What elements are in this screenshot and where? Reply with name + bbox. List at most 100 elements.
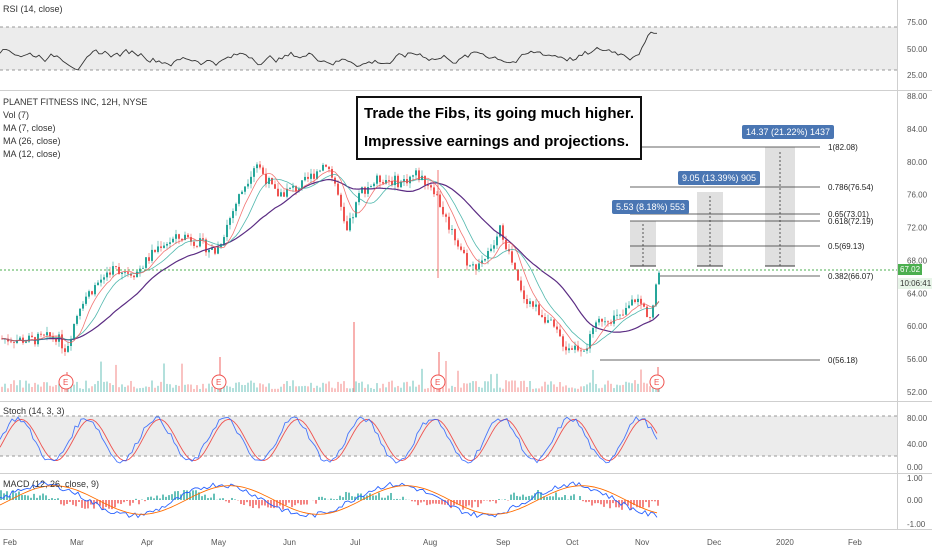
- macd-bar: [186, 490, 188, 500]
- macd-bar: [75, 500, 77, 507]
- volume-bar: [154, 387, 156, 392]
- annotation-callout[interactable]: Trade the Fibs, its going much higher. I…: [356, 96, 643, 160]
- candle-body: [523, 290, 525, 300]
- volume-bar: [184, 384, 186, 392]
- macd-bar: [411, 500, 413, 502]
- measure-label-2[interactable]: 9.05 (13.39%) 905: [678, 171, 761, 185]
- volume-bar: [433, 386, 435, 392]
- candle-body: [100, 279, 102, 283]
- time-tick: Jun: [283, 538, 296, 547]
- volume-bar: [415, 386, 417, 392]
- macd-tick-0: 0.00: [907, 496, 923, 505]
- candle-body: [211, 247, 213, 250]
- volume-bar: [313, 387, 315, 392]
- volume-bar: [541, 386, 543, 392]
- candle-body: [511, 251, 513, 263]
- volume-bar: [646, 383, 648, 392]
- candle-body: [148, 257, 150, 261]
- volume-bar: [556, 386, 558, 392]
- candle-body: [16, 340, 18, 343]
- fib-label: 0(56.18): [828, 356, 858, 365]
- candle-body: [385, 180, 387, 184]
- macd-bar: [510, 494, 512, 500]
- volume-bar: [130, 380, 132, 392]
- macd-bar: [525, 496, 527, 500]
- volume-bar: [625, 381, 627, 392]
- candle-body: [340, 194, 342, 207]
- macd-bar: [651, 500, 653, 502]
- candle-body: [79, 308, 81, 316]
- volume-bar: [76, 381, 78, 392]
- macd-bar: [390, 492, 392, 500]
- volume-bar: [580, 386, 582, 392]
- volume-bar: [643, 382, 645, 392]
- volume-bar: [424, 388, 426, 392]
- rsi-tick-25: 25.00: [907, 71, 928, 80]
- macd-bar: [132, 500, 134, 503]
- earnings-marker-circle: [430, 374, 446, 390]
- candle-body: [118, 266, 120, 274]
- candle-body: [226, 224, 228, 238]
- macd-bar: [627, 500, 629, 506]
- macd-bar: [600, 500, 602, 505]
- volume-bar: [316, 385, 318, 392]
- volume-bar: [67, 388, 69, 392]
- macd-bar: [468, 500, 470, 506]
- volume-bar: [58, 383, 60, 392]
- candle-body: [625, 307, 627, 315]
- volume-bar: [13, 380, 15, 392]
- candle-body: [244, 186, 246, 192]
- candle-body: [166, 243, 168, 246]
- volume-bar: [346, 388, 348, 392]
- volume-bar: [103, 381, 105, 392]
- macd-bar: [222, 498, 224, 500]
- volume-bar: [400, 387, 402, 392]
- earnings-marker-label: E: [654, 378, 659, 387]
- volume-bar: [157, 385, 159, 392]
- volume-bar: [526, 387, 528, 392]
- volume-bar: [379, 388, 381, 392]
- macd-bar: [609, 500, 611, 509]
- volume-bar: [649, 386, 651, 392]
- fib-label: 0.65(73.01): [828, 210, 869, 219]
- stoch-tick-40: 40.00: [907, 440, 928, 449]
- macd-bar: [198, 492, 200, 500]
- rsi-label: RSI (14, close): [3, 4, 63, 14]
- candle-body: [589, 334, 591, 349]
- price-tick: 76.00: [907, 191, 928, 200]
- macd-bar: [36, 497, 38, 500]
- macd-bar: [42, 493, 44, 500]
- macd-bar: [447, 500, 449, 505]
- volume-bar: [262, 384, 264, 392]
- volume-bar: [523, 380, 525, 392]
- macd-bar: [594, 500, 596, 504]
- candle-body: [637, 298, 639, 303]
- macd-tick-1: 1.00: [907, 474, 923, 483]
- volume-bar: [637, 383, 639, 392]
- macd-bar: [480, 500, 482, 504]
- price-tick: 80.00: [907, 158, 928, 167]
- callout-line-2: Impressive earnings and projections.: [364, 133, 630, 150]
- candle-body: [571, 348, 573, 350]
- candle-body: [451, 229, 453, 230]
- macd-bar: [306, 500, 308, 505]
- candle-body: [445, 214, 447, 217]
- macd-bar: [69, 500, 71, 502]
- measure-label-3[interactable]: 14.37 (21.22%) 1437: [742, 125, 835, 139]
- candle-body: [499, 225, 501, 237]
- candle-body: [208, 249, 210, 253]
- candle-body: [466, 253, 468, 266]
- legend-ma7: MA (7, close): [3, 123, 56, 133]
- volume-bar: [79, 388, 81, 392]
- macd-bar: [213, 493, 215, 500]
- measure-label-1[interactable]: 5.53 (8.18%) 553: [612, 200, 690, 214]
- macd-bar: [264, 500, 266, 506]
- volume-bar: [613, 388, 615, 392]
- candle-body: [175, 234, 177, 239]
- candle-body: [484, 258, 486, 261]
- volume-bar: [514, 380, 516, 392]
- macd-bar: [51, 498, 53, 500]
- candle-body: [49, 332, 51, 337]
- macd-bar: [639, 500, 641, 508]
- volume-bar: [328, 381, 330, 392]
